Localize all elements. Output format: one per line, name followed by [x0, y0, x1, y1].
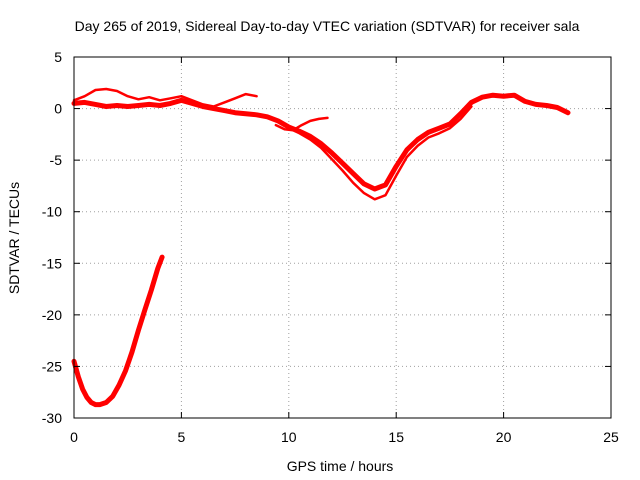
- y-tick-label: -10: [42, 204, 62, 220]
- x-tick-label: 5: [178, 429, 186, 445]
- grid: [74, 57, 611, 418]
- plot-frame: [73, 56, 612, 419]
- x-tick-label: 0: [70, 429, 78, 445]
- y-tick-label: -30: [42, 410, 62, 426]
- x-tick-label: 20: [496, 429, 512, 445]
- axis-ticks: 0 5 10 15 20 25 -30 -25 -20 -15 -10 -5 0 5: [42, 49, 619, 445]
- x-tick-label: 15: [388, 429, 404, 445]
- series-line-early-hours-arc: [71, 254, 165, 408]
- chart-title: Day 265 of 2019, Sidereal Day-to-day VTE…: [75, 18, 580, 34]
- series-line-main-track: [71, 92, 571, 192]
- y-tick-label: -15: [42, 255, 62, 271]
- series-line-afternoon-offshoot: [274, 116, 329, 132]
- x-tick-label: 10: [281, 429, 297, 445]
- x-axis-label: GPS time / hours: [287, 458, 394, 474]
- y-axis-label: SDTVAR / TECUs: [6, 182, 22, 294]
- x-tick-label: 25: [603, 429, 619, 445]
- y-tick-label: -20: [42, 307, 62, 323]
- series-line-lower-track: [287, 105, 473, 201]
- series-line-upper-track: [72, 87, 258, 108]
- y-tick-label: -5: [50, 152, 63, 168]
- y-tick-label: -25: [42, 358, 62, 374]
- y-tick-label: 5: [54, 49, 62, 65]
- y-tick-label: 0: [54, 101, 62, 117]
- series-layer: [71, 87, 571, 408]
